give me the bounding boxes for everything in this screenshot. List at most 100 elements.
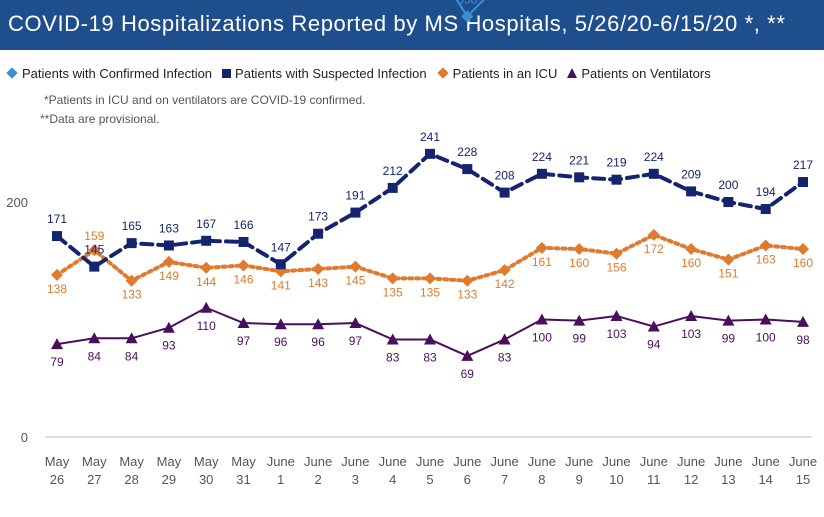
x-tick-label: May — [231, 454, 256, 469]
point-icu — [312, 262, 325, 275]
x-tick-label: June — [789, 454, 817, 469]
x-tick-label: June — [640, 454, 668, 469]
point-suspected — [238, 236, 249, 247]
title-bar: COVID-19 Hospitalizations Reported by MS… — [0, 0, 824, 50]
data-label-suspected: 224 — [532, 150, 552, 164]
data-label-suspected: 171 — [47, 212, 67, 226]
data-label-icu: 133 — [122, 288, 142, 302]
data-label-icu: 156 — [606, 261, 626, 275]
x-tick-label: June — [379, 454, 407, 469]
point-icu — [88, 244, 101, 257]
point-suspected — [89, 261, 100, 272]
point-ventilators — [349, 317, 362, 329]
point-icu — [535, 241, 548, 254]
data-label-suspected: 241 — [420, 130, 440, 144]
point-icu — [349, 260, 362, 273]
point-suspected — [499, 187, 510, 198]
data-label-suspected: 191 — [345, 189, 365, 203]
point-suspected — [798, 177, 808, 188]
point-icu — [424, 272, 436, 285]
x-tick-label: June — [304, 454, 332, 469]
data-label-suspected: 228 — [457, 145, 477, 159]
x-tick-label: May — [119, 454, 144, 469]
point-suspected — [611, 174, 622, 185]
data-label-ventilators: 93 — [162, 339, 176, 353]
legend-item-ventilators: Patients on Ventilators — [567, 65, 711, 81]
x-tick-label: May — [157, 454, 182, 469]
legend-label-icu: Patients in an ICU — [452, 65, 558, 81]
point-suspected — [126, 238, 137, 249]
point-icu — [162, 255, 175, 268]
x-tick-label: 13 — [721, 472, 735, 487]
data-label-icu: 142 — [495, 277, 515, 291]
data-label-icu: 135 — [420, 285, 440, 299]
x-tick-label: 27 — [87, 472, 101, 487]
point-icu — [685, 243, 698, 255]
data-label-suspected: 224 — [644, 150, 664, 164]
data-label-ventilators: 83 — [498, 350, 512, 364]
x-tick-label: 1 — [277, 472, 284, 487]
data-label-ventilators: 94 — [647, 338, 661, 352]
x-tick-label: June — [752, 454, 780, 469]
data-label-ventilators: 97 — [237, 334, 251, 348]
data-label-ventilators: 96 — [274, 335, 288, 349]
point-ventilators — [51, 338, 63, 350]
data-label-icu: 135 — [383, 285, 403, 299]
series-line-confirmed — [455, 0, 485, 18]
x-tick-label: 26 — [50, 472, 64, 487]
legend-label-ventilators: Patients on Ventilators — [581, 65, 711, 81]
note-provisional: **Data are provisional. — [40, 112, 160, 126]
x-tick-label: June — [341, 454, 369, 469]
point-ventilators — [125, 332, 138, 344]
data-label-ventilators: 97 — [349, 334, 363, 348]
point-suspected — [723, 197, 734, 207]
x-tick-label: May — [82, 454, 107, 469]
x-tick-label: June — [565, 454, 593, 469]
point-ventilators — [237, 317, 250, 329]
point-ventilators — [498, 333, 511, 345]
data-label-ventilators: 98 — [796, 333, 810, 347]
triangle-marker-icon — [567, 68, 578, 78]
point-suspected — [313, 228, 324, 239]
data-label-icu: 149 — [159, 269, 179, 283]
data-label-suspected: 167 — [196, 217, 216, 231]
point-icu — [51, 268, 63, 281]
point-confirmed — [461, 10, 474, 23]
point-ventilators — [386, 333, 399, 345]
data-label-ventilators: 84 — [125, 349, 139, 363]
x-tick-label: 2 — [314, 472, 321, 487]
legend-item-icu: Patients in an ICU — [436, 65, 558, 81]
point-icu — [386, 272, 399, 285]
data-label-ventilators: 110 — [197, 319, 216, 333]
data-label-ventilators: 84 — [88, 349, 102, 363]
point-icu — [722, 253, 735, 266]
data-label-icu: 138 — [47, 282, 67, 296]
data-label-suspected: 221 — [569, 153, 589, 167]
point-icu — [797, 243, 809, 255]
x-tick-label: May — [194, 454, 219, 469]
point-ventilators — [647, 320, 660, 332]
x-tick-label: May — [45, 454, 70, 469]
data-label-icu: 145 — [345, 274, 365, 288]
point-icu — [610, 247, 623, 260]
chart-title: COVID-19 Hospitalizations Reported by MS… — [8, 11, 786, 36]
point-ventilators — [88, 332, 101, 344]
y-tick-label: 200 — [6, 195, 28, 210]
data-label-ventilators: 96 — [311, 335, 325, 349]
data-label-ventilators: 83 — [386, 350, 400, 364]
data-label-ventilators: 99 — [573, 332, 587, 346]
data-label-suspected: 173 — [308, 210, 328, 224]
legend-label-confirmed: Patients with Confirmed Infection — [22, 65, 213, 81]
data-label-suspected: 165 — [122, 219, 142, 233]
x-tick-label: 6 — [464, 472, 471, 487]
data-label-icu: 159 — [84, 229, 104, 243]
point-ventilators — [424, 333, 436, 345]
point-ventilators — [274, 318, 287, 330]
point-ventilators — [573, 314, 586, 326]
data-label-suspected: 166 — [233, 218, 253, 232]
data-label-suspected: 147 — [271, 240, 291, 254]
data-label-suspected: 212 — [383, 164, 403, 178]
data-label-icu: 141 — [271, 278, 291, 292]
x-tick-label: June — [677, 454, 705, 469]
